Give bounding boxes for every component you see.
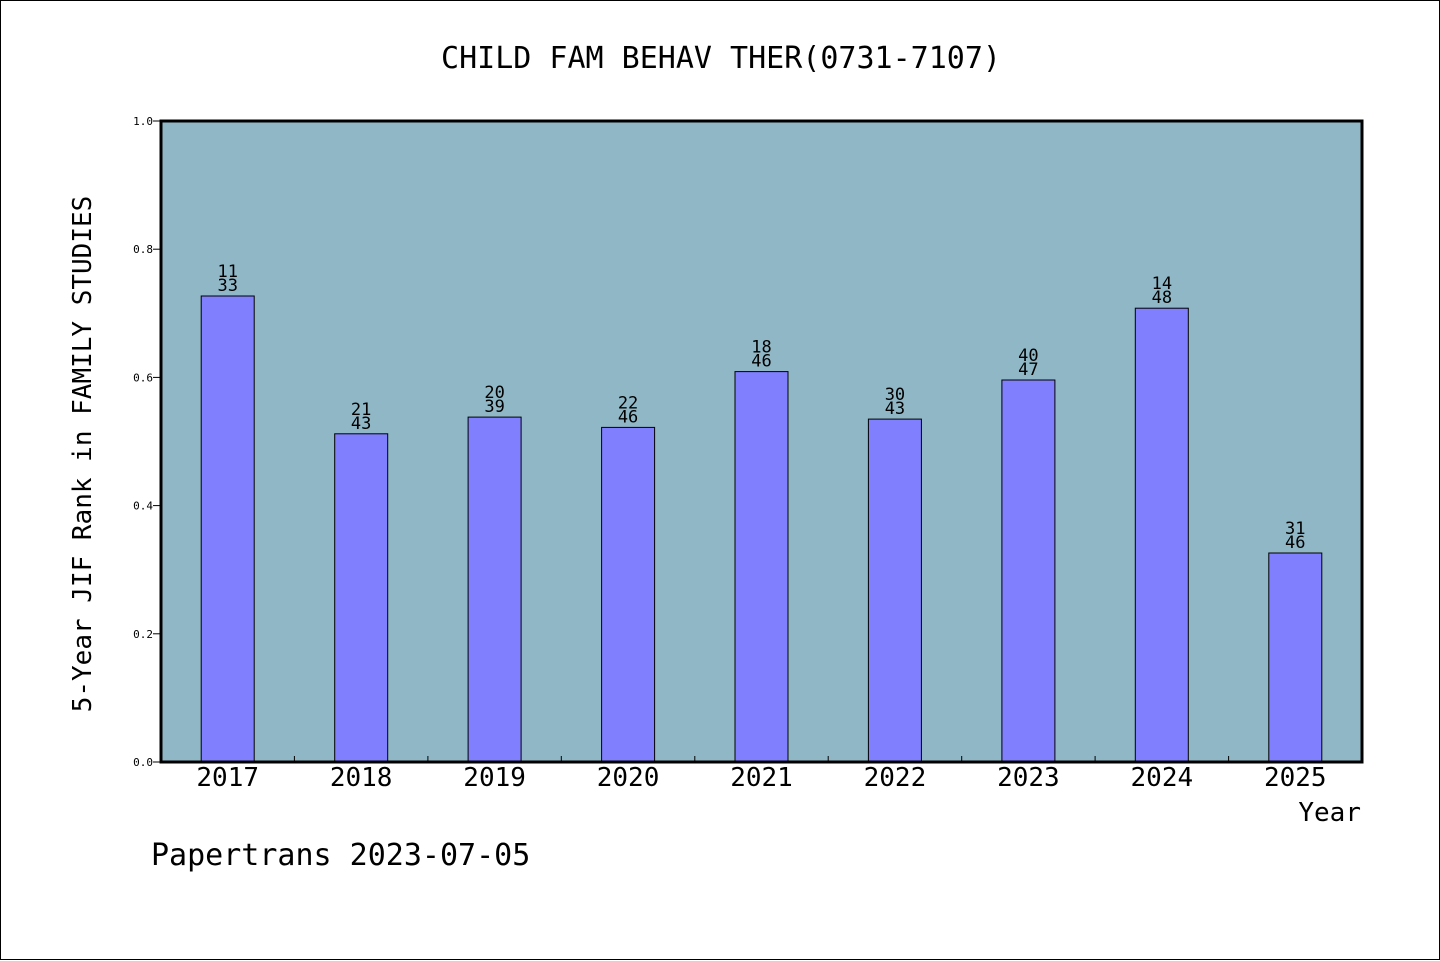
bar-label-rank-2024: 14 bbox=[1152, 274, 1172, 294]
bar-2023 bbox=[1001, 379, 1056, 763]
y-axis: 0.0 0.2 0.4 0.6 0.8 1.0 bbox=[133, 115, 161, 769]
footer-credit: Papertrans 2023-07-05 bbox=[151, 838, 530, 873]
bar-2021 bbox=[734, 371, 789, 763]
bar-2024 bbox=[1134, 307, 1189, 763]
x-tick-label-2022: 2022 bbox=[864, 763, 927, 793]
bar-2022 bbox=[867, 418, 922, 763]
x-tick-label-2018: 2018 bbox=[330, 763, 393, 793]
x-axis-label: Year bbox=[1298, 798, 1361, 828]
bar-label-total-2024: 48 bbox=[1152, 288, 1172, 308]
bar-label-total-2022: 43 bbox=[885, 399, 905, 419]
x-tick-label-2024: 2024 bbox=[1131, 763, 1194, 793]
x-tick-label-2017: 2017 bbox=[196, 763, 259, 793]
bar-label-rank-2017: 11 bbox=[217, 262, 237, 282]
bar-label-rank-2019: 20 bbox=[484, 383, 504, 403]
x-tick-label-2025: 2025 bbox=[1264, 763, 1327, 793]
bar-label-total-2023: 47 bbox=[1018, 360, 1038, 380]
x-tick-label-2019: 2019 bbox=[463, 763, 526, 793]
bar-2017 bbox=[200, 295, 255, 763]
y-tick-label-0.4: 0.4 bbox=[133, 500, 153, 513]
bar-label-rank-2023: 40 bbox=[1018, 346, 1038, 366]
bar-label-total-2017: 33 bbox=[217, 276, 237, 296]
plot-border bbox=[159, 119, 1364, 764]
bar-label-total-2018: 43 bbox=[351, 414, 371, 434]
bar-2025 bbox=[1268, 552, 1323, 763]
bar-label-rank-2025: 31 bbox=[1285, 519, 1305, 539]
bar-2019 bbox=[467, 416, 522, 763]
bar-label-rank-2022: 30 bbox=[885, 385, 905, 405]
bar-2020 bbox=[601, 426, 656, 763]
y-axis-label: 5-Year JIF Rank in FAMILY STUDIES bbox=[68, 196, 98, 713]
y-tick-label-1.0: 1.0 bbox=[133, 115, 153, 128]
bar-label-total-2020: 46 bbox=[618, 407, 638, 427]
bar-label-total-2021: 46 bbox=[751, 352, 771, 372]
bar-label-rank-2018: 21 bbox=[351, 400, 371, 420]
x-tick-label-2020: 2020 bbox=[597, 763, 660, 793]
y-tick-label-0.6: 0.6 bbox=[133, 371, 153, 384]
x-axis: 2017 2018 2019 2020 2021 2022 2023 2024 2025 bbox=[196, 756, 1327, 793]
x-tick-label-2021: 2021 bbox=[730, 763, 793, 793]
y-tick-label-0.8: 0.8 bbox=[133, 243, 153, 256]
bar-label-total-2025: 46 bbox=[1285, 533, 1305, 553]
bar-label-rank-2021: 18 bbox=[751, 338, 771, 358]
chart-title: CHILD FAM BEHAV THER(0731-7107) bbox=[441, 41, 1001, 76]
bars-layer bbox=[200, 295, 1323, 763]
bar-label-total-2019: 39 bbox=[484, 397, 504, 417]
y-tick-label-0.2: 0.2 bbox=[133, 628, 153, 641]
bar-2018 bbox=[334, 433, 389, 763]
bar-label-rank-2020: 22 bbox=[618, 393, 638, 413]
x-tick-label-2023: 2023 bbox=[997, 763, 1060, 793]
y-tick-label-0.0: 0.0 bbox=[133, 756, 153, 769]
